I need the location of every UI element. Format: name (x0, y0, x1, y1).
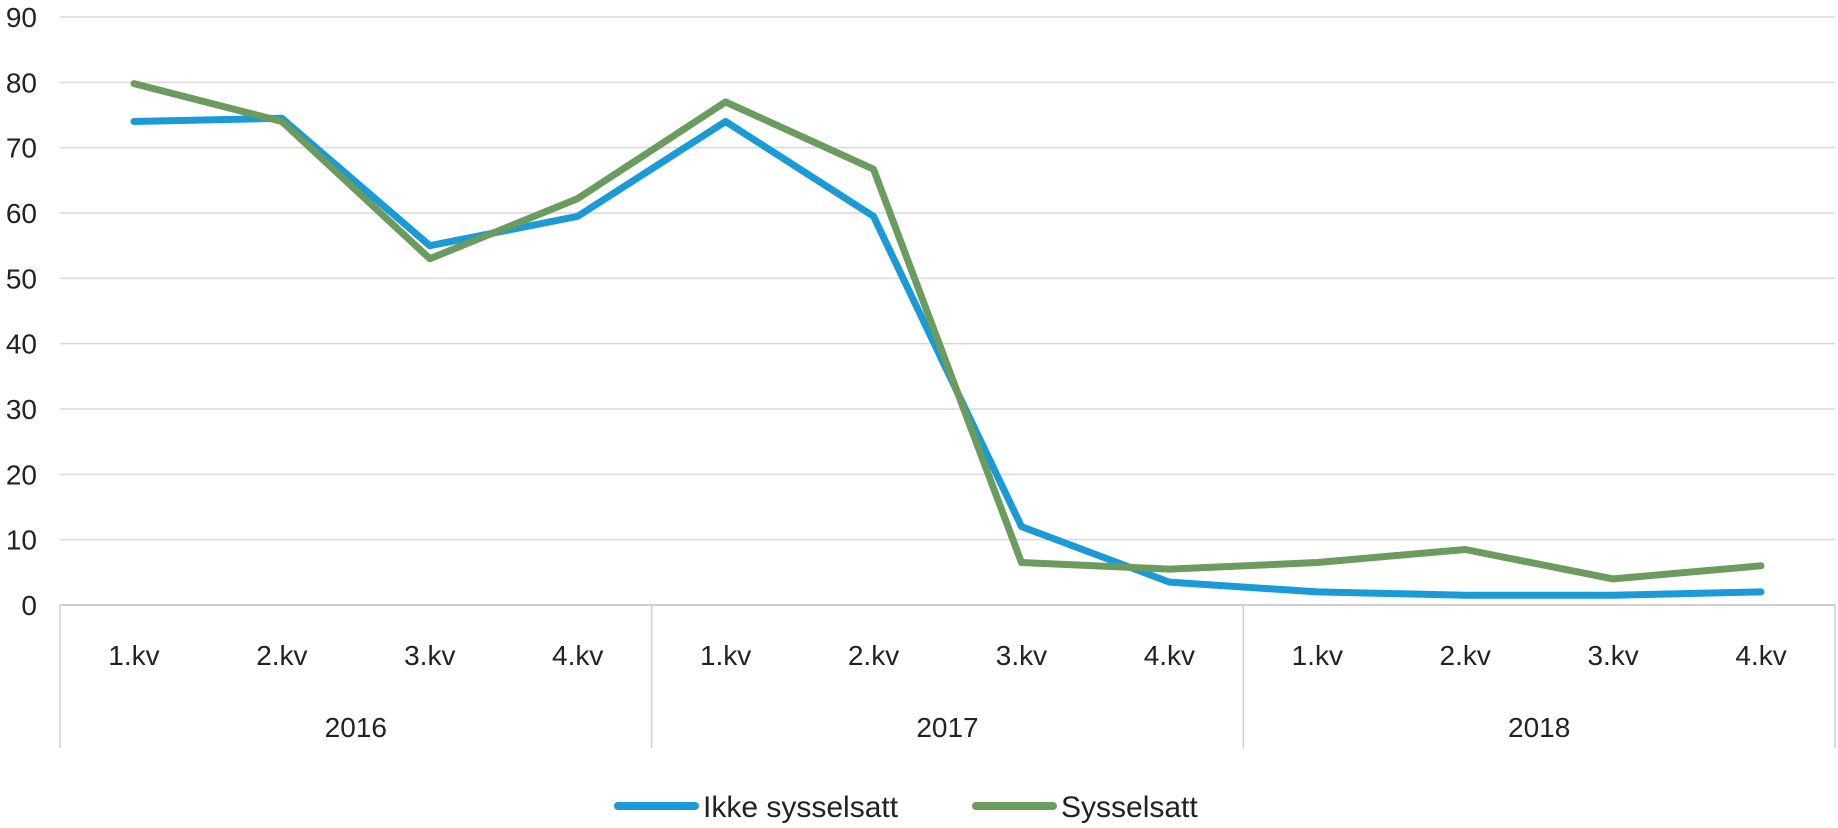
x-group-label: 2016 (325, 712, 387, 743)
y-tick-label: 10 (6, 525, 37, 556)
x-group-label: 2017 (916, 712, 978, 743)
x-tick-label: 1.kv (108, 640, 159, 671)
x-tick-label: 4.kv (1144, 640, 1195, 671)
x-tick-label: 4.kv (552, 640, 603, 671)
legend-label: Ikke sysselsatt (703, 791, 899, 824)
gridlines (60, 16, 1835, 541)
y-tick-label: 0 (21, 590, 37, 621)
legend: Ikke sysselsatt Sysselsatt (614, 791, 1198, 824)
series-line-2 (130, 80, 1765, 583)
series-lines (130, 80, 1765, 599)
x-tick-label: 3.kv (996, 640, 1047, 671)
x-tick-label: 1.kv (700, 640, 751, 671)
y-tick-label: 70 (6, 133, 37, 164)
x-axis: 1.kv 2.kv 3.kv 4.kv 1.kv 2.kv 3.kv 4.kv 1.kv 2.kv… (59, 604, 1836, 748)
x-group-label: 2018 (1508, 712, 1570, 743)
x-tick-label: 2.kv (256, 640, 307, 671)
x-tick-label: 2.kv (848, 640, 899, 671)
x-tick-label: 1.kv (1292, 640, 1343, 671)
x-tick-label: 3.kv (1587, 640, 1638, 671)
y-tick-label: 50 (6, 263, 37, 294)
legend-label: Sysselsatt (1061, 791, 1198, 824)
x-tick-label: 3.kv (404, 640, 455, 671)
y-tick-label: 40 (6, 329, 37, 360)
y-axis: 0 10 20 30 40 50 60 70 80 90 (6, 2, 37, 621)
x-tick-label: 2.kv (1440, 640, 1491, 671)
y-tick-label: 80 (6, 67, 37, 98)
y-tick-label: 60 (6, 198, 37, 229)
y-tick-label: 90 (6, 2, 37, 33)
y-tick-label: 30 (6, 394, 37, 425)
y-tick-label: 20 (6, 459, 37, 490)
x-tick-label: 4.kv (1735, 640, 1786, 671)
